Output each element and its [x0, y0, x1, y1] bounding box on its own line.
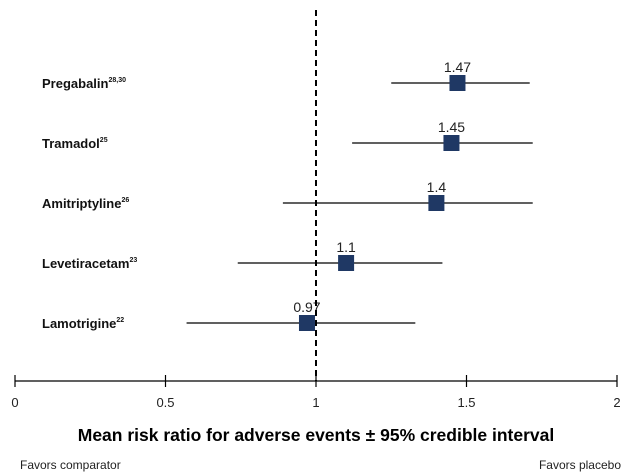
reference-superscript: 22 [116, 317, 124, 324]
x-axis: 0 0.5 1 1.5 2 [11, 375, 621, 410]
reference-superscript: 28,30 [108, 77, 126, 84]
x-tick-label: 2 [613, 395, 620, 410]
x-tick-label: 1 [312, 395, 319, 410]
reference-superscript: 26 [121, 197, 129, 204]
favors-comparator-label: Favors comparator [20, 458, 121, 472]
value-label: 0.97 [293, 299, 320, 315]
forest-rows: 1.47 Pregabalin28,30 1.45 Tramadol25 1.4 Amit… [42, 59, 533, 331]
reference-superscript: 23 [129, 257, 137, 264]
x-tick-label: 1.5 [457, 395, 475, 410]
value-label: 1.47 [444, 59, 471, 75]
drug-label: Tramadol25 [42, 136, 108, 151]
drug-label: Levetiracetam23 [42, 256, 137, 271]
forest-row: 1.47 Pregabalin28,30 [42, 59, 530, 91]
drug-name: Tramadol [42, 136, 100, 151]
point-estimate-marker [298, 315, 315, 331]
drug-name: Lamotrigine [42, 316, 116, 331]
value-label: 1.45 [438, 119, 465, 135]
point-estimate-marker [338, 255, 355, 271]
value-label: 1.4 [427, 179, 447, 195]
forest-row: 1.4 Amitriptyline26 [42, 179, 533, 211]
favors-placebo-label: Favors placebo [539, 458, 621, 472]
point-estimate-marker [428, 195, 445, 211]
forest-row: 1.45 Tramadol25 [42, 119, 533, 151]
reference-superscript: 25 [100, 137, 108, 144]
drug-name: Pregabalin [42, 76, 109, 91]
drug-label: Amitriptyline26 [42, 196, 129, 211]
forest-row: 0.97 Lamotrigine22 [42, 299, 416, 331]
drug-name: Levetiracetam [42, 256, 129, 271]
drug-label: Pregabalin28,30 [42, 76, 126, 91]
point-estimate-marker [443, 135, 460, 151]
drug-name: Amitriptyline [42, 196, 121, 211]
x-tick-label: 0 [11, 395, 18, 410]
forest-row: 1.1 Levetiracetam23 [42, 239, 443, 271]
value-label: 1.1 [336, 239, 356, 255]
x-axis-title: Mean risk ratio for adverse events ± 95%… [78, 425, 554, 445]
drug-label: Lamotrigine22 [42, 316, 124, 331]
point-estimate-marker [449, 75, 466, 91]
x-tick-label: 0.5 [156, 395, 174, 410]
